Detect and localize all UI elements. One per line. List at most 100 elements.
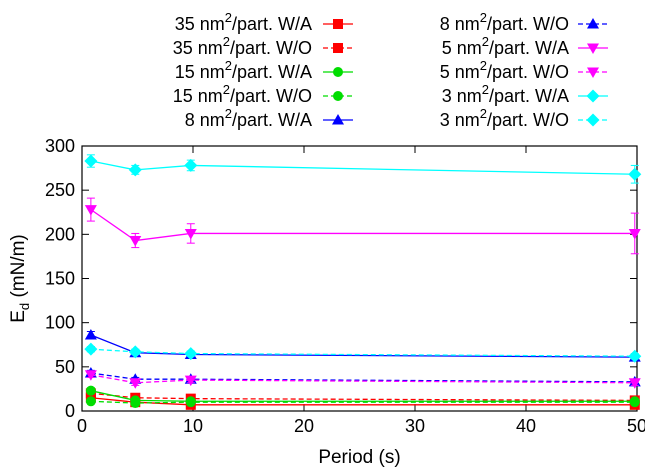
data-point (184, 347, 198, 361)
data-point (184, 228, 197, 240)
data-point (185, 397, 196, 408)
legend-label-pre: 15 nm (173, 86, 223, 106)
y-tick-label: 50 (55, 357, 75, 377)
x-tick-label: 50 (627, 416, 645, 436)
x-tick-label: 40 (516, 416, 536, 436)
series-line (90, 390, 635, 402)
data-point (85, 396, 96, 407)
series-8 (84, 370, 641, 389)
series-line (90, 348, 635, 357)
legend-label: 3 nm2/part. W/A (442, 82, 569, 106)
legend-label-pre: 35 nm (175, 14, 225, 34)
legend-marker (587, 43, 599, 54)
legend-label: 5 nm2/part. W/A (442, 34, 569, 58)
legend-marker (333, 19, 343, 29)
x-tick-label: 20 (294, 416, 314, 436)
legend-label-pre: 5 nm (440, 62, 480, 82)
series-line (90, 372, 635, 383)
series-10 (84, 342, 642, 363)
data-point (628, 228, 641, 240)
legend-label-pre: 15 nm (175, 62, 225, 82)
data-point (84, 205, 97, 216)
axes: 0 10 20 30 40 50 0 50 100 150 200 250 300 (45, 136, 645, 436)
legend-entry: 5 nm2/part. W/A (442, 34, 608, 58)
legend-label-pre: 3 nm (440, 110, 480, 130)
data-point (628, 167, 642, 181)
data-point (184, 158, 198, 172)
legend-marker (332, 114, 344, 125)
data-point (129, 378, 142, 389)
plot-frame (81, 145, 638, 412)
legend-label-sup: 2 (482, 34, 489, 49)
legend-marker (587, 67, 599, 78)
legend-label-sup: 2 (480, 10, 487, 25)
series-line (90, 209, 635, 242)
legend-entry: 3 nm2/part. W/A (442, 82, 608, 106)
legend-marker (333, 91, 343, 101)
legend-marker (586, 89, 600, 103)
legend-label: 35 nm2/part. W/O (173, 34, 312, 58)
x-tick-label: 0 (77, 416, 87, 436)
series-line (90, 160, 635, 175)
legend-entry: 35 nm2/part. W/A (175, 10, 353, 34)
plot-area (84, 154, 642, 410)
y-tick-label: 100 (45, 313, 75, 333)
legend-label: 3 nm2/part. W/O (440, 106, 569, 130)
x-tick-label: 30 (405, 416, 425, 436)
series-4 (85, 396, 640, 409)
legend-label: 15 nm2/part. W/O (173, 82, 312, 106)
series-line (90, 334, 635, 358)
series-line (90, 400, 635, 404)
legend-entry: 15 nm2/part. W/A (175, 58, 353, 82)
data-point (129, 236, 142, 247)
series-2 (85, 388, 640, 406)
series-line (90, 392, 635, 402)
y-tick-label: 150 (45, 269, 75, 289)
legend-label: 5 nm2/part. W/O (440, 58, 569, 82)
legend-label-sup: 2 (480, 58, 487, 73)
data-point (84, 342, 98, 356)
legend-label-pre: 8 nm (185, 110, 225, 130)
data-point (628, 349, 642, 363)
legend-label-sup: 2 (482, 82, 489, 97)
legend-label-pre: 3 nm (442, 86, 482, 106)
series-line (90, 397, 635, 406)
legend-entry: 8 nm2/part. W/O (440, 10, 608, 34)
series-line (90, 374, 635, 384)
legend-label-post: /part. W/O (230, 38, 312, 58)
y-tick-label: 200 (45, 224, 75, 244)
legend-label-sup: 2 (223, 34, 230, 49)
legend-label-pre: 5 nm (442, 38, 482, 58)
data-point (629, 397, 640, 408)
legend-marker (587, 18, 599, 29)
legend-label: 35 nm2/part. W/A (175, 10, 312, 34)
legend-entry: 3 nm2/part. W/O (440, 106, 608, 130)
y-axis-label: Ed (mN/m) (8, 234, 32, 323)
legend-marker (333, 67, 343, 77)
y-axis-label-main: E (8, 310, 29, 323)
legend-label-post: /part. W/A (489, 86, 569, 106)
legend-label-post: /part. W/A (232, 110, 312, 130)
series-7 (84, 197, 641, 255)
legend-label-post: /part. W/O (487, 14, 569, 34)
data-point (128, 163, 142, 177)
legend-label-sup: 2 (223, 82, 230, 97)
x-axis-label: Period (s) (318, 447, 400, 468)
legend: 35 nm2/part. W/A35 nm2/part. W/O15 nm2/p… (173, 10, 608, 130)
data-point (84, 329, 97, 340)
legend-label-post: /part. W/A (232, 14, 312, 34)
series-6 (84, 367, 641, 387)
legend-label: 8 nm2/part. W/A (185, 106, 312, 130)
legend-label-sup: 2 (225, 58, 232, 73)
legend-label-post: /part. W/A (232, 62, 312, 82)
data-point (130, 398, 141, 409)
legend-label-pre: 8 nm (440, 14, 480, 34)
data-point (184, 375, 197, 387)
legend-label-post: /part. W/O (230, 86, 312, 106)
legend-marker (586, 113, 600, 127)
data-point (84, 370, 97, 381)
legend-label-post: /part. W/O (487, 62, 569, 82)
x-tick-label: 10 (183, 416, 203, 436)
legend-marker (333, 43, 343, 53)
